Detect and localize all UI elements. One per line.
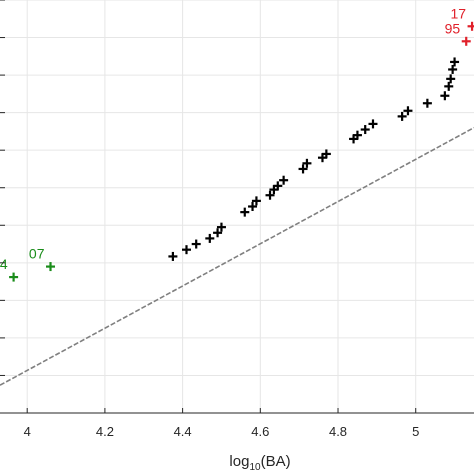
plus-marker — [397, 111, 407, 121]
plus-marker — [368, 119, 378, 129]
plus-marker — [191, 239, 201, 249]
plus-marker — [450, 57, 460, 67]
x-axis-title: log10(BA) — [229, 453, 290, 473]
x-tick-label: 4.2 — [96, 424, 114, 439]
point-label: 4 — [0, 256, 8, 272]
x-axis-title-rest: (BA) — [261, 453, 291, 470]
plus-marker — [181, 245, 191, 255]
plus-marker — [213, 228, 223, 238]
plus-marker — [446, 74, 456, 84]
x-tick-label: 4.4 — [174, 424, 192, 439]
plus-marker — [46, 262, 56, 272]
x-axis-title-sub: 10 — [249, 462, 261, 473]
x-tick-label: 4.6 — [251, 424, 269, 439]
plus-marker — [302, 158, 312, 168]
grid — [0, 0, 474, 414]
plus-marker — [298, 164, 308, 174]
plus-marker — [251, 196, 261, 206]
plus-marker — [248, 202, 258, 211]
x-tick-label: 4 — [24, 424, 31, 439]
plus-marker — [273, 181, 283, 191]
plus-marker — [403, 106, 413, 116]
fit-line-group — [0, 126, 474, 386]
plus-marker — [461, 36, 471, 46]
plus-marker — [467, 21, 474, 31]
point-label: 17 — [450, 5, 466, 21]
fit-line — [0, 126, 474, 386]
x-axis-title-base: log — [229, 453, 249, 470]
plus-marker — [216, 222, 226, 232]
plus-marker — [205, 233, 215, 243]
plus-marker — [422, 98, 432, 108]
plus-marker — [168, 251, 178, 261]
plus-marker — [440, 91, 450, 101]
plus-marker — [444, 81, 454, 91]
plus-marker — [279, 175, 289, 185]
plus-marker — [265, 190, 275, 200]
plus-marker — [360, 125, 370, 135]
plus-marker — [352, 130, 362, 140]
point-label: 07 — [29, 246, 45, 262]
plus-marker — [448, 64, 458, 74]
x-tick-label: 4.8 — [329, 424, 347, 439]
point-label: 95 — [445, 20, 461, 36]
plus-marker — [9, 272, 19, 282]
plus-marker — [240, 207, 250, 217]
plus-marker — [321, 149, 331, 159]
x-tick-label: 5 — [412, 424, 419, 439]
axes: 4 4.2 4.4 4.6 4.8 5 — [0, 0, 474, 439]
